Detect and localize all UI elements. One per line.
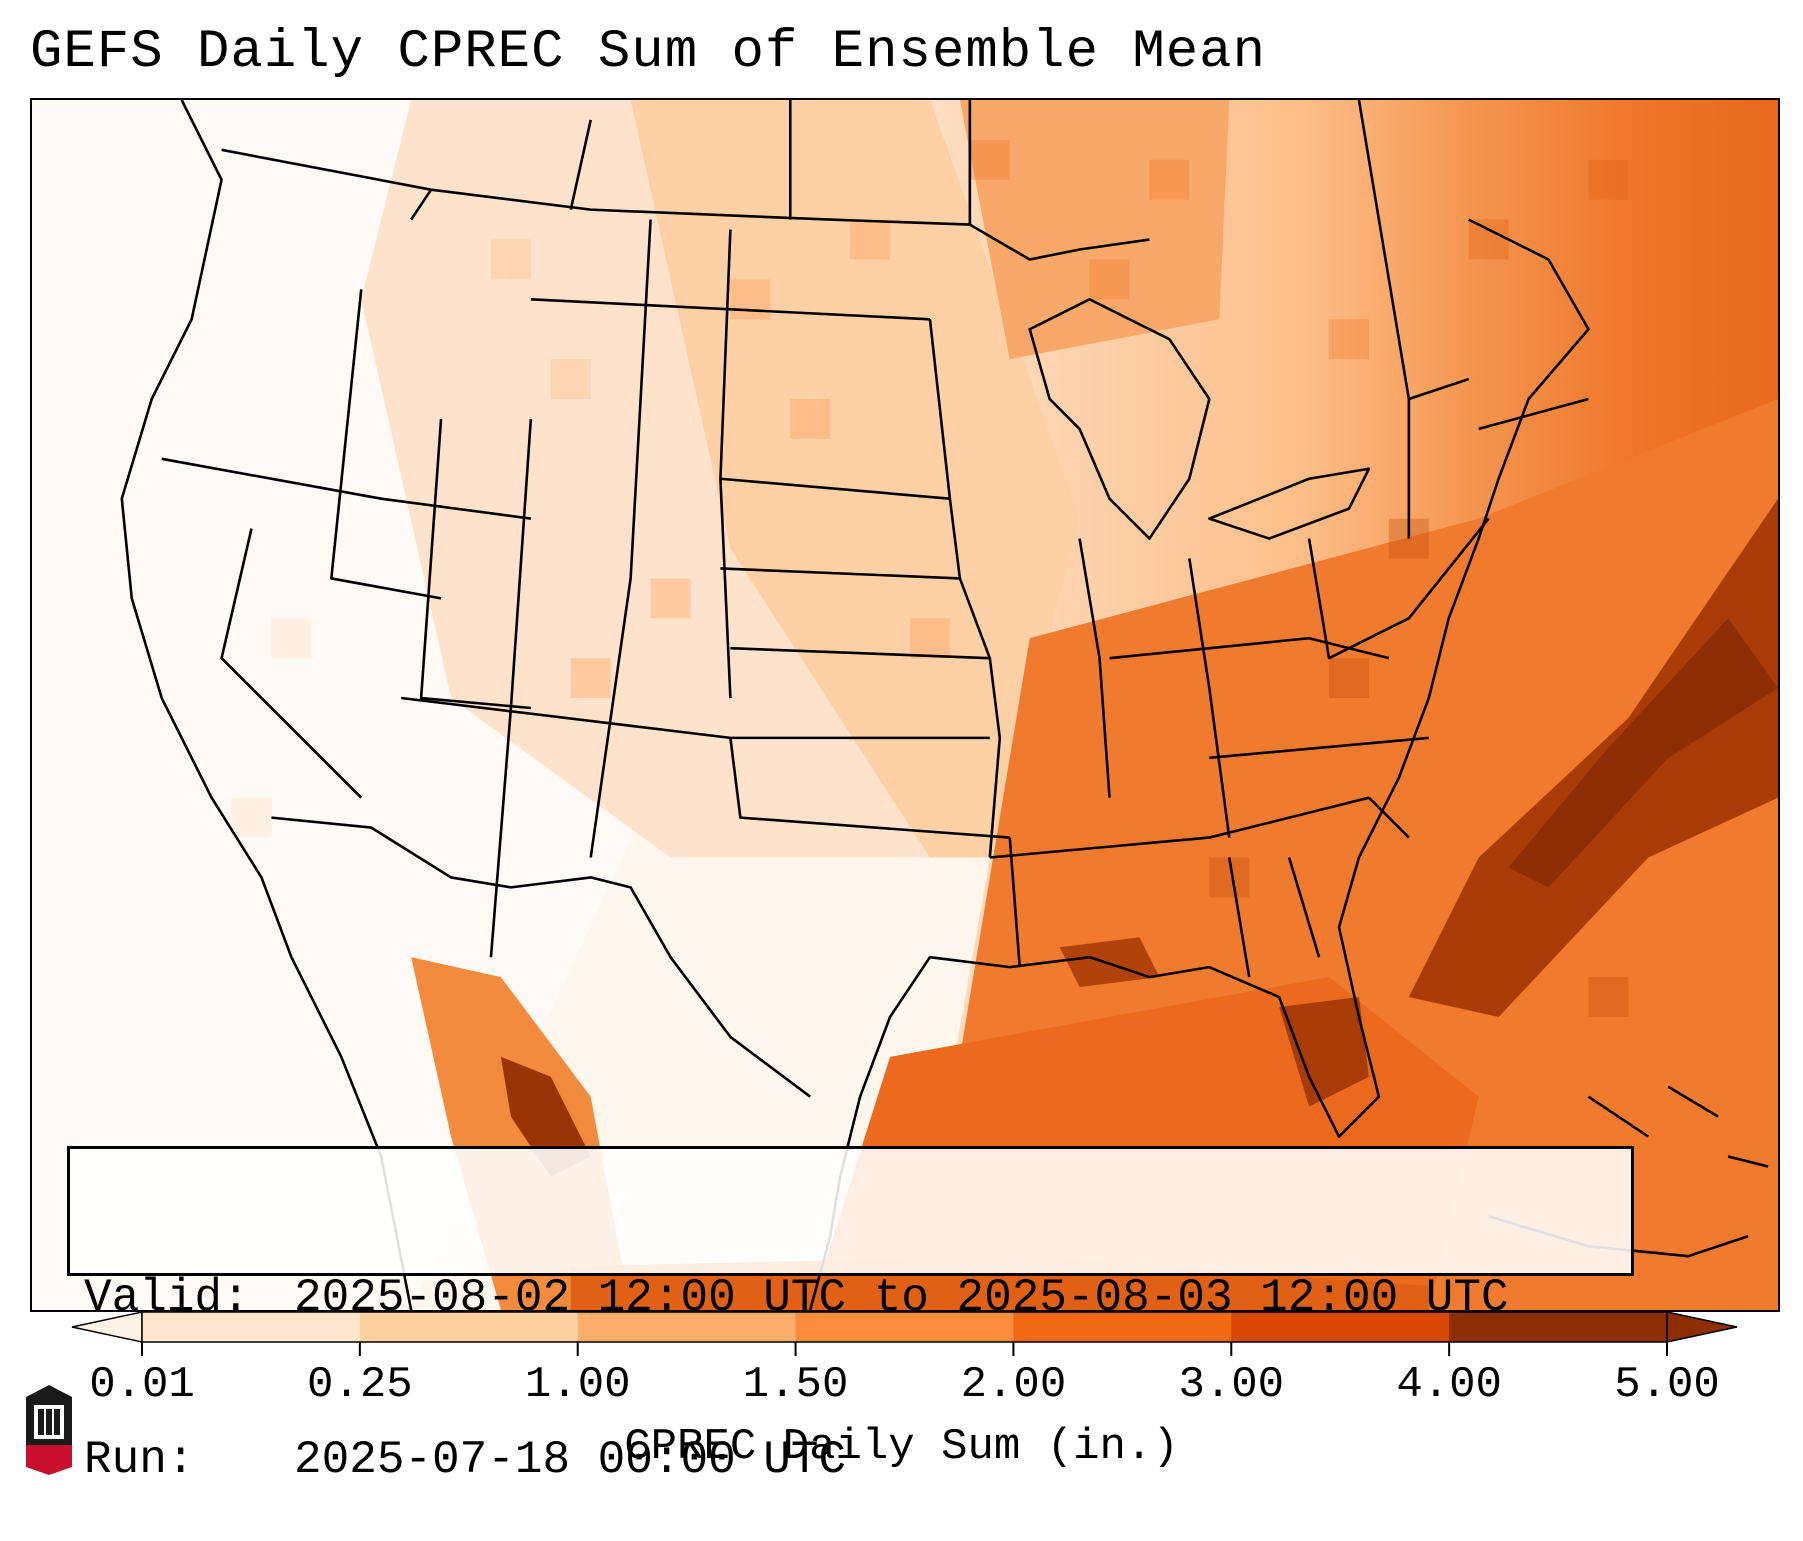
colorbar-tick-label: 5.00 bbox=[1614, 1360, 1720, 1410]
state-line-19 bbox=[1109, 636, 1390, 660]
gulf-dark-blob bbox=[1279, 997, 1369, 1107]
state-line-18 bbox=[1188, 558, 1231, 838]
pixel-texture bbox=[231, 139, 1629, 1017]
state-line-10 bbox=[720, 477, 951, 500]
state-line-12 bbox=[730, 646, 990, 660]
state-line-3 bbox=[220, 528, 363, 799]
run-row: Run: 2025-07-18 00:00 UTC bbox=[84, 1433, 1617, 1487]
mexico-us-border bbox=[271, 816, 811, 1098]
colorbar-svg bbox=[71, 1311, 1738, 1356]
canada-line-2 bbox=[569, 119, 592, 210]
state-line-22 bbox=[1227, 857, 1251, 978]
precip-map bbox=[30, 98, 1780, 1312]
lake-erie bbox=[1208, 467, 1371, 540]
chart-title: GEFS Daily CPREC Sum of Ensemble Mean bbox=[30, 22, 1266, 83]
niu-logo bbox=[22, 1383, 76, 1477]
colorbar-segment bbox=[359, 1312, 579, 1342]
atlantic-max-band bbox=[1408, 498, 1778, 1017]
colorbar-tick-label: 1.00 bbox=[524, 1360, 631, 1410]
us-canada-border bbox=[221, 148, 1150, 261]
colorbar-segment bbox=[577, 1312, 797, 1342]
political-boundaries bbox=[120, 100, 1769, 1310]
state-line-15 bbox=[1008, 837, 1022, 968]
east-coast-line bbox=[828, 218, 1590, 1237]
state-line-4 bbox=[419, 418, 531, 710]
colorbar-tick-labels: 0.01 0.25 1.00 1.50 2.00 3.00 4.00 5.00 bbox=[0, 1360, 1803, 1410]
colorbar bbox=[71, 1311, 1738, 1356]
state-line-23 bbox=[1287, 857, 1321, 958]
colorbar-tick-label: 2.00 bbox=[960, 1360, 1067, 1410]
colorbar-label: CPREC Daily Sum (in.) bbox=[624, 1422, 1179, 1472]
state-line-7 bbox=[589, 219, 652, 858]
colorbar-tick-label: 1.50 bbox=[742, 1360, 849, 1410]
colorbar-max-arrow bbox=[1666, 1311, 1738, 1343]
bahamas-islands bbox=[1587, 1085, 1769, 1168]
state-line-21 bbox=[1307, 517, 1490, 660]
state-line-17 bbox=[1078, 538, 1111, 798]
map-svg bbox=[32, 100, 1778, 1310]
valid-run-info-box: Valid: 2025-08-02 12:00 UTC to 2025-08-03… bbox=[67, 1146, 1634, 1486]
state-line-1 bbox=[330, 289, 442, 600]
state-line-16 bbox=[989, 796, 1370, 859]
colorbar-tick-label: 3.00 bbox=[1178, 1360, 1285, 1410]
run-label: Run: bbox=[84, 1434, 195, 1486]
colorbar-min-arrow bbox=[71, 1311, 143, 1343]
colorbar-segment bbox=[795, 1312, 1014, 1342]
colorbar-border bbox=[141, 1311, 1668, 1343]
state-line-26 bbox=[1478, 397, 1589, 431]
north-patch bbox=[959, 100, 1230, 360]
state-line-2 bbox=[161, 457, 532, 520]
run-value: 2025-07-18 00:00 UTC bbox=[294, 1434, 847, 1486]
louisiana-dark-blob bbox=[1059, 937, 1160, 988]
colorbar-segment bbox=[1449, 1312, 1668, 1342]
state-line-11 bbox=[720, 567, 960, 580]
colorbar-tick-label: 0.01 bbox=[89, 1360, 195, 1410]
atlantic-core bbox=[1508, 618, 1778, 888]
state-line-9 bbox=[530, 298, 931, 321]
canada-line-5 bbox=[1357, 100, 1411, 400]
colorbar-tick-label: 4.00 bbox=[1396, 1360, 1502, 1410]
west-coast-line bbox=[120, 100, 413, 1310]
colorbar-segment bbox=[142, 1312, 361, 1342]
canada-line-1 bbox=[410, 188, 433, 221]
colorbar-segment bbox=[1231, 1312, 1450, 1342]
niu-logo-icon bbox=[26, 1385, 72, 1475]
state-line-20 bbox=[1209, 736, 1429, 760]
state-line-5 bbox=[489, 418, 533, 958]
state-line-13 bbox=[928, 319, 1002, 858]
colorbar-tick-label: 0.25 bbox=[307, 1360, 413, 1410]
state-line-24 bbox=[1368, 796, 1410, 839]
great-lakes bbox=[1028, 298, 1211, 540]
state-line-14 bbox=[729, 737, 1010, 839]
colorbar-segment bbox=[1013, 1312, 1232, 1342]
